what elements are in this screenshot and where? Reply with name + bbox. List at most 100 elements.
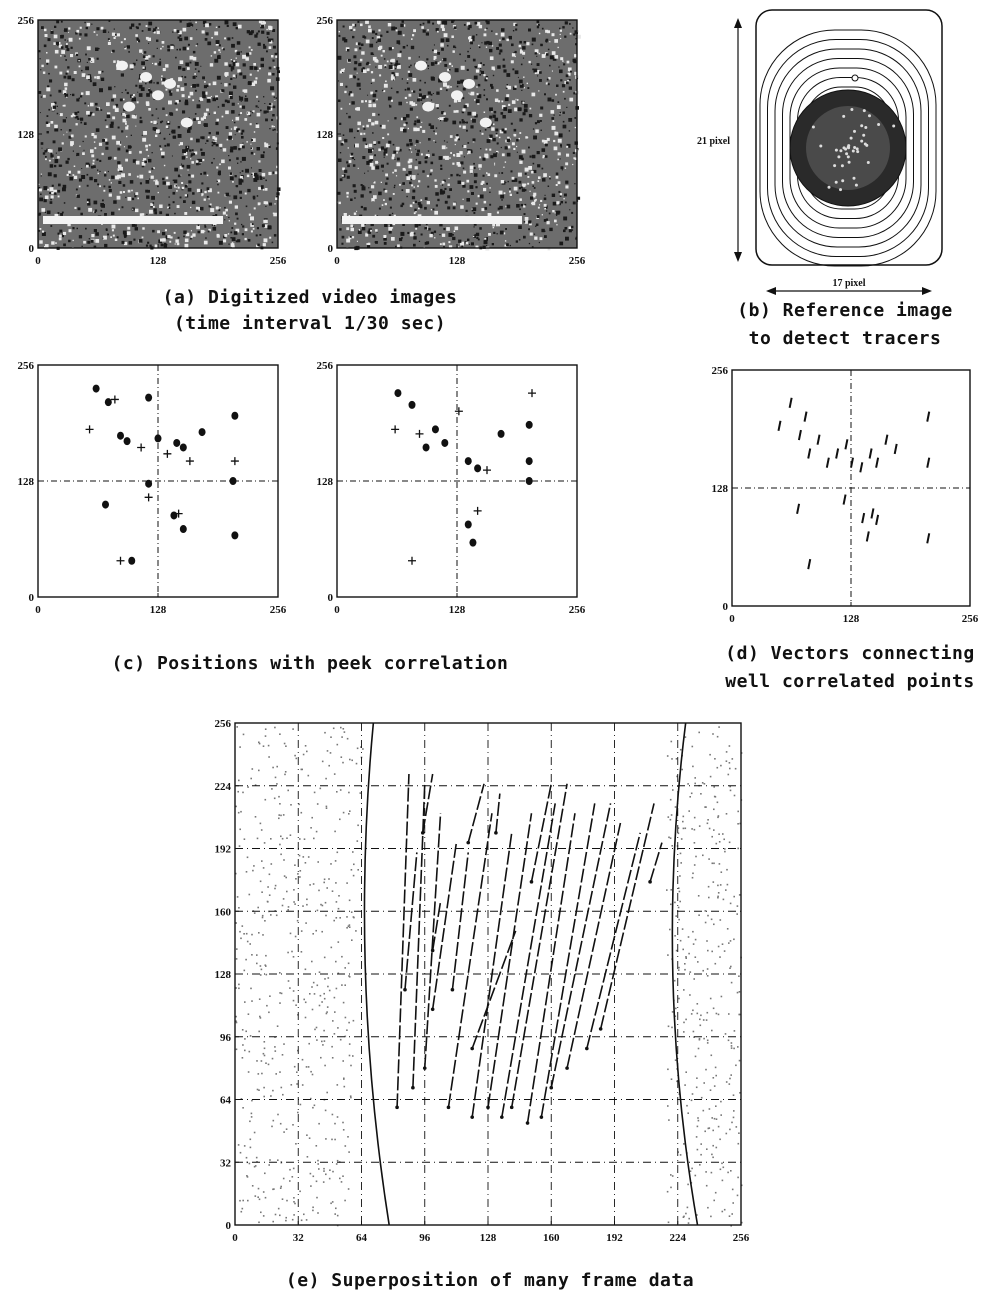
- image-frame1-speckle: [233, 231, 238, 235]
- image-frame2-speckle: [381, 124, 386, 129]
- image-frame2-speckle: [551, 117, 555, 120]
- background-noise: [312, 1175, 315, 1178]
- image-frame2-speckle: [498, 172, 500, 174]
- image-frame2-speckle: [543, 203, 547, 207]
- background-noise: [251, 933, 253, 936]
- image-frame1-speckle: [75, 32, 78, 35]
- image-frame1-speckle: [144, 56, 149, 60]
- image-frame2-speckle: [460, 161, 464, 165]
- image-frame2-speckle: [359, 47, 362, 50]
- image-frame1-speckle: [125, 149, 129, 153]
- image-frame2-speckle: [506, 138, 510, 142]
- image-frame2-speckle: [366, 161, 371, 165]
- background-noise: [729, 767, 731, 770]
- image-frame2-speckle: [495, 132, 498, 135]
- background-noise: [286, 1199, 288, 1202]
- background-noise: [691, 745, 694, 748]
- image-frame2-speckle: [529, 232, 533, 236]
- image-frame1-speckle: [250, 151, 254, 155]
- positions-frame2-peak-point: [497, 429, 505, 438]
- background-noise: [296, 919, 299, 922]
- image-frame2-speckle: [396, 60, 398, 63]
- image-frame2-speckle: [470, 242, 474, 246]
- background-noise: [676, 1080, 678, 1083]
- image-frame1-speckle: [149, 244, 152, 247]
- image-frame2-speckle: [545, 82, 548, 85]
- image-frame1-x-tick-label: 0: [35, 255, 41, 267]
- image-frame2-speckle: [533, 68, 538, 73]
- image-frame2-speckle: [498, 52, 501, 55]
- image-frame2-speckle: [524, 172, 527, 175]
- image-frame1-speckle: [102, 139, 105, 142]
- image-frame2-speckle: [338, 158, 342, 162]
- image-frame1-speckle: [241, 170, 244, 172]
- image-frame2-speckle: [409, 204, 413, 207]
- image-frame2-speckle: [344, 169, 348, 173]
- image-frame1-speckle: [185, 148, 188, 152]
- image-frame2-speckle: [483, 74, 486, 77]
- image-frame2-speckle: [559, 33, 561, 36]
- background-noise: [308, 1137, 311, 1139]
- image-frame1-y-tick-label: 128: [18, 129, 35, 141]
- image-frame1-speckle: [269, 107, 273, 111]
- positions-frame1-y-tick-label: 256: [18, 360, 35, 372]
- image-frame1-speckle: [151, 152, 153, 154]
- image-frame2-speckle: [473, 212, 476, 214]
- background-noise: [257, 1196, 259, 1198]
- image-frame1-speckle: [198, 158, 202, 163]
- image-frame1-speckle: [176, 242, 180, 246]
- background-noise: [237, 1144, 240, 1146]
- image-frame1-speckle: [214, 31, 219, 36]
- image-frame1-speckle: [64, 39, 66, 41]
- image-frame2-speckle: [455, 136, 459, 140]
- background-noise: [340, 726, 342, 729]
- background-noise: [281, 1198, 284, 1200]
- image-frame1-speckle: [72, 113, 76, 117]
- image-frame2-speckle: [470, 118, 472, 120]
- image-frame1-speckle: [68, 229, 72, 233]
- image-frame1-speckle: [170, 90, 173, 93]
- image-frame2-speckle: [522, 101, 525, 104]
- image-frame2-speckle: [443, 112, 446, 115]
- image-frame2-speckle: [427, 67, 429, 70]
- background-noise: [297, 1049, 299, 1052]
- image-frame1-speckle: [154, 244, 158, 248]
- background-noise: [707, 819, 709, 821]
- image-frame1-speckle: [221, 159, 225, 164]
- image-frame1-speckle: [271, 125, 274, 128]
- background-noise: [679, 1154, 682, 1156]
- image-frame1-speckle: [104, 213, 107, 216]
- image-frame2-speckle: [502, 33, 505, 36]
- image-frame2-speckle: [394, 117, 397, 120]
- image-frame1-speckle: [195, 45, 197, 47]
- streak-end-point: [500, 1115, 504, 1119]
- image-frame1-speckle: [247, 112, 248, 114]
- image-frame1-speckle: [92, 82, 97, 86]
- image-frame1-speckle: [153, 28, 156, 32]
- image-frame1-speckle: [225, 208, 228, 212]
- background-noise: [739, 1092, 741, 1094]
- image-frame2-speckle: [453, 110, 456, 113]
- image-frame2-speckle: [452, 202, 456, 206]
- background-noise: [718, 863, 721, 865]
- image-frame1-speckle: [208, 205, 211, 208]
- image-frame1-speckle: [222, 148, 227, 152]
- image-frame2-speckle: [531, 63, 533, 65]
- image-frame2-speckle: [427, 185, 430, 188]
- image-frame1-speckle: [168, 185, 173, 189]
- image-frame1-speckle: [172, 135, 177, 139]
- image-frame2-speckle: [372, 30, 375, 34]
- image-frame1-speckle: [153, 120, 157, 124]
- image-frame1-speckle: [201, 152, 205, 156]
- image-frame1-speckle: [184, 76, 187, 79]
- background-noise: [284, 773, 286, 776]
- image-frame2-speckle: [419, 88, 422, 91]
- image-frame2-speckle: [416, 139, 418, 141]
- image-frame2-speckle: [472, 58, 476, 62]
- image-frame2-speckle: [571, 229, 574, 231]
- background-noise: [713, 1085, 716, 1087]
- image-frame1-speckle: [65, 160, 69, 164]
- background-noise: [669, 818, 672, 821]
- image-frame2-speckle: [474, 99, 476, 101]
- background-noise: [706, 975, 709, 977]
